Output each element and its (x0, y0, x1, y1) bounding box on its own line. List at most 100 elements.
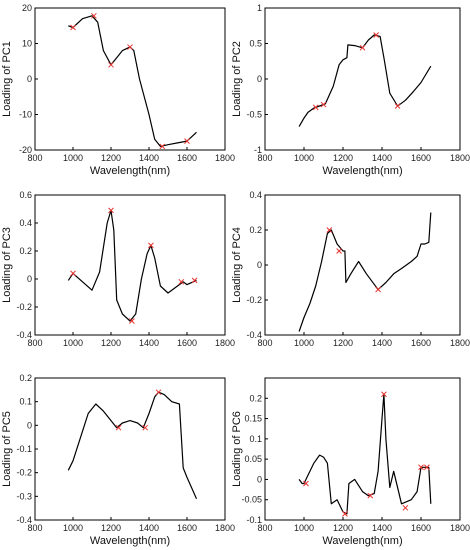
plot-frame (34, 194, 226, 336)
peak-marker (312, 104, 319, 111)
y-tick-label: 0.2 (19, 246, 32, 256)
x-tick-label: 1600 (177, 153, 197, 163)
y-axis-label: Loading of PC6 (231, 411, 243, 487)
y-tick-label: 0 (27, 74, 32, 84)
peak-marker (108, 207, 114, 214)
x-tick-label: 1400 (139, 338, 159, 348)
y-axis-label: Loading of PC4 (231, 227, 243, 303)
loading-curve (298, 393, 432, 515)
x-tick-label: 1600 (177, 523, 197, 533)
peak-marker (359, 44, 366, 51)
x-tick-label: 1600 (177, 338, 197, 348)
peak-marker (326, 227, 333, 233)
y-tick-label: 1 (257, 3, 262, 13)
y-tick-label: -0.5 (246, 110, 262, 120)
x-tick-label: 1800 (450, 338, 470, 348)
x-tick-label: 1000 (294, 523, 314, 533)
y-tick-label: 0.05 (244, 454, 262, 464)
y-tick-label: 0.5 (249, 39, 262, 49)
peak-marker (381, 391, 387, 398)
plot-frame (264, 377, 461, 521)
y-tick-label: 20 (22, 3, 32, 13)
peak-marker (375, 286, 381, 293)
chart-pc5: 800 1000 1200 1400 1600 1800 -0.4 -0.3 -0.2 -0.1 0… (1, 373, 235, 547)
plot-frame (264, 7, 461, 151)
x-tick-label: 1800 (450, 153, 470, 163)
x-tick-label: 800 (257, 523, 272, 533)
peak-marker (129, 318, 135, 324)
x-tick-label: 1600 (411, 153, 431, 163)
x-tick-label: 1000 (63, 338, 83, 348)
peak-marker (342, 511, 348, 517)
peak-marker (191, 277, 198, 284)
x-tick-label: 1800 (450, 523, 470, 533)
peak-marker (70, 270, 76, 277)
x-tick-label: 1400 (372, 523, 392, 533)
y-tick-label: -0.1 (16, 444, 32, 454)
y-tick-label: 0 (27, 420, 32, 430)
loading-curve (67, 209, 197, 322)
y-tick-label: 0 (257, 474, 262, 484)
x-axis-label: Wavelength(nm) (322, 165, 402, 177)
y-tick-label: 0 (257, 260, 262, 270)
y-tick-label: -0.3 (16, 491, 32, 501)
x-tick-label: 1800 (215, 523, 235, 533)
x-axis-label: Wavelength(nm) (90, 165, 170, 177)
y-tick-label: -0.2 (246, 295, 262, 305)
peak-marker (367, 492, 374, 499)
y-tick-label: 0 (257, 74, 262, 84)
chart-pc1: 800 1000 1200 1400 1600 1800 -20 -10 0 10 20 Wavele… (1, 3, 235, 177)
x-axis-label: Wavelength(nm) (90, 535, 170, 547)
y-axis-label: Loading of PC2 (231, 41, 243, 117)
x-tick-label: 1000 (294, 153, 314, 163)
x-tick-label: 1400 (372, 153, 392, 163)
x-tick-label: 1200 (101, 153, 121, 163)
y-axis-label: Loading of PC5 (1, 411, 13, 487)
x-tick-label: 1600 (411, 523, 431, 533)
y-tick-label: 0.15 (244, 414, 262, 424)
loading-curve (298, 212, 432, 332)
chart-pc6: 800 1000 1200 1400 1600 1800 -0.1 -0.05 0 0.05 0.1… (231, 377, 470, 547)
x-tick-label: 800 (257, 153, 272, 163)
y-tick-label: 0.4 (249, 190, 262, 200)
y-tick-label: -0.2 (16, 468, 32, 478)
chart-pc4: 800 1000 1200 1400 1600 1800 -0.4 -0.2 0 0.2 0.4 Lo… (231, 190, 470, 348)
x-tick-label: 1200 (101, 338, 121, 348)
peak-marker (373, 32, 380, 38)
y-tick-label: 0.2 (249, 225, 262, 235)
chart-pc2: 800 1000 1200 1400 1600 1800 -1 -0.5 0 0.5 1 Wavele… (231, 3, 470, 177)
y-tick-label: -10 (19, 110, 32, 120)
x-tick-label: 1400 (139, 523, 159, 533)
chart-pc3: 800 1000 1200 1400 1600 1800 -0.4 -0.2 0 0.2 0.4 0.… (1, 190, 235, 348)
y-tick-label: -0.2 (16, 302, 32, 312)
y-tick-label: -0.4 (16, 330, 32, 340)
y-tick-label: -0.4 (16, 515, 32, 525)
peak-marker (320, 101, 327, 108)
peak-marker (142, 424, 149, 431)
peak-marker (155, 389, 162, 396)
x-tick-label: 1200 (101, 523, 121, 533)
loading-curve (68, 15, 197, 147)
y-tick-label: 0.1 (249, 434, 262, 444)
peak-marker (394, 103, 401, 109)
peak-marker (303, 480, 309, 487)
peak-marker (70, 24, 76, 31)
peak-marker (115, 424, 122, 431)
peak-marker (108, 61, 114, 68)
peak-marker (336, 248, 342, 254)
y-tick-label: -0.4 (246, 330, 262, 340)
x-tick-label: 800 (27, 153, 42, 163)
x-axis-label: Wavelength(nm) (322, 535, 402, 547)
x-tick-label: 1200 (333, 153, 353, 163)
x-tick-label: 1600 (411, 338, 431, 348)
x-tick-label: 1000 (63, 523, 83, 533)
y-tick-label: -0.1 (246, 515, 262, 525)
x-tick-label: 1400 (139, 153, 159, 163)
x-tick-label: 800 (257, 338, 272, 348)
y-tick-label: 0.1 (19, 397, 32, 407)
peak-marker (148, 242, 154, 249)
x-tick-label: 1400 (372, 338, 392, 348)
x-tick-label: 1200 (333, 523, 353, 533)
y-tick-label: -20 (19, 145, 32, 155)
